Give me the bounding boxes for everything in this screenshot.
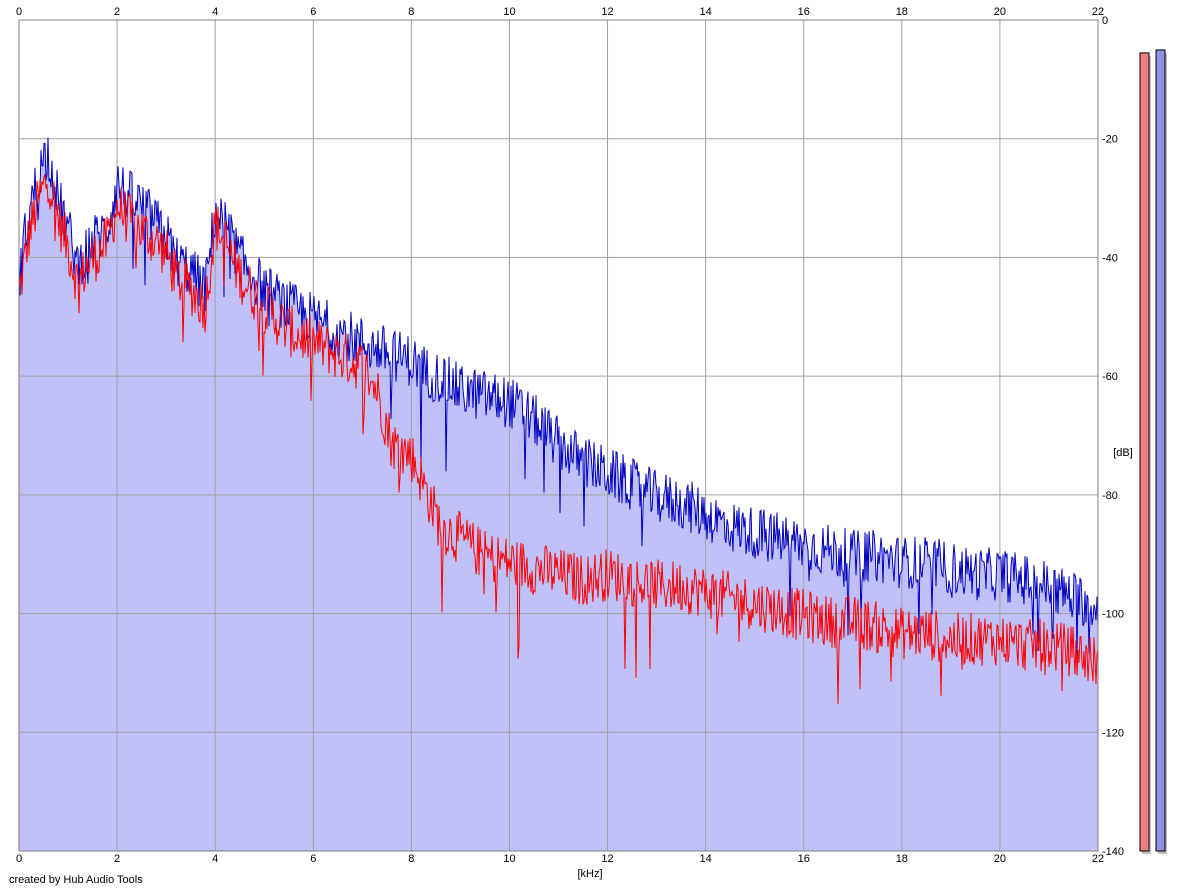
- spectrum-fill-area: [19, 137, 1098, 851]
- x-tick-label-top: 22: [1092, 6, 1104, 18]
- x-tick-label-top: 10: [503, 6, 515, 18]
- y-tick-label: -60: [1102, 371, 1118, 383]
- x-tick-label-bottom: 4: [212, 853, 218, 865]
- y-tick-label: -20: [1102, 134, 1118, 146]
- x-tick-label-bottom: 16: [798, 853, 810, 865]
- y-axis-label: [dB]: [1113, 447, 1133, 459]
- series-line-right: [18, 137, 1099, 657]
- x-tick-label-top: 6: [310, 6, 316, 18]
- x-tick-label-bottom: 8: [408, 853, 414, 865]
- tick-labels: 002244668810101212141416161818202022220-…: [16, 6, 1124, 865]
- x-tick-label-top: 0: [16, 6, 22, 18]
- x-tick-label-bottom: 12: [601, 853, 613, 865]
- x-tick-label-bottom: 2: [114, 853, 120, 865]
- series-lines: [18, 137, 1099, 705]
- series-line-left: [18, 173, 1099, 705]
- y-tick-label: -80: [1102, 490, 1118, 502]
- y-tick-label: -140: [1102, 846, 1124, 858]
- x-tick-label-bottom: 6: [310, 853, 316, 865]
- x-tick-label-bottom: 18: [896, 853, 908, 865]
- x-tick-label-top: 20: [994, 6, 1006, 18]
- x-tick-label-top: 4: [212, 6, 218, 18]
- y-tick-label: -100: [1102, 609, 1124, 621]
- x-tick-label-bottom: 10: [503, 853, 515, 865]
- spectrum-fill: [19, 137, 1098, 851]
- y-tick-label: -120: [1102, 727, 1124, 739]
- credit-text: created by Hub Audio Tools: [9, 874, 143, 886]
- level-meter-bar: [1155, 49, 1166, 852]
- y-tick-label: 0: [1102, 15, 1108, 27]
- x-tick-label-top: 8: [408, 6, 414, 18]
- x-tick-label-top: 2: [114, 6, 120, 18]
- x-tick-label-top: 16: [798, 6, 810, 18]
- x-tick-label-bottom: 22: [1092, 853, 1104, 865]
- level-meters: [1139, 49, 1167, 855]
- plot-frame: [18, 19, 1099, 852]
- x-tick-label-top: 12: [601, 6, 613, 18]
- level-meter-bar: [1139, 52, 1150, 852]
- x-tick-label-top: 18: [896, 6, 908, 18]
- x-axis-label: [kHz]: [577, 868, 602, 880]
- y-tick-label: -40: [1102, 252, 1118, 264]
- x-tick-label-bottom: 20: [994, 853, 1006, 865]
- x-tick-label-bottom: 0: [16, 853, 22, 865]
- x-tick-label-top: 14: [700, 6, 712, 18]
- x-tick-label-bottom: 14: [700, 853, 712, 865]
